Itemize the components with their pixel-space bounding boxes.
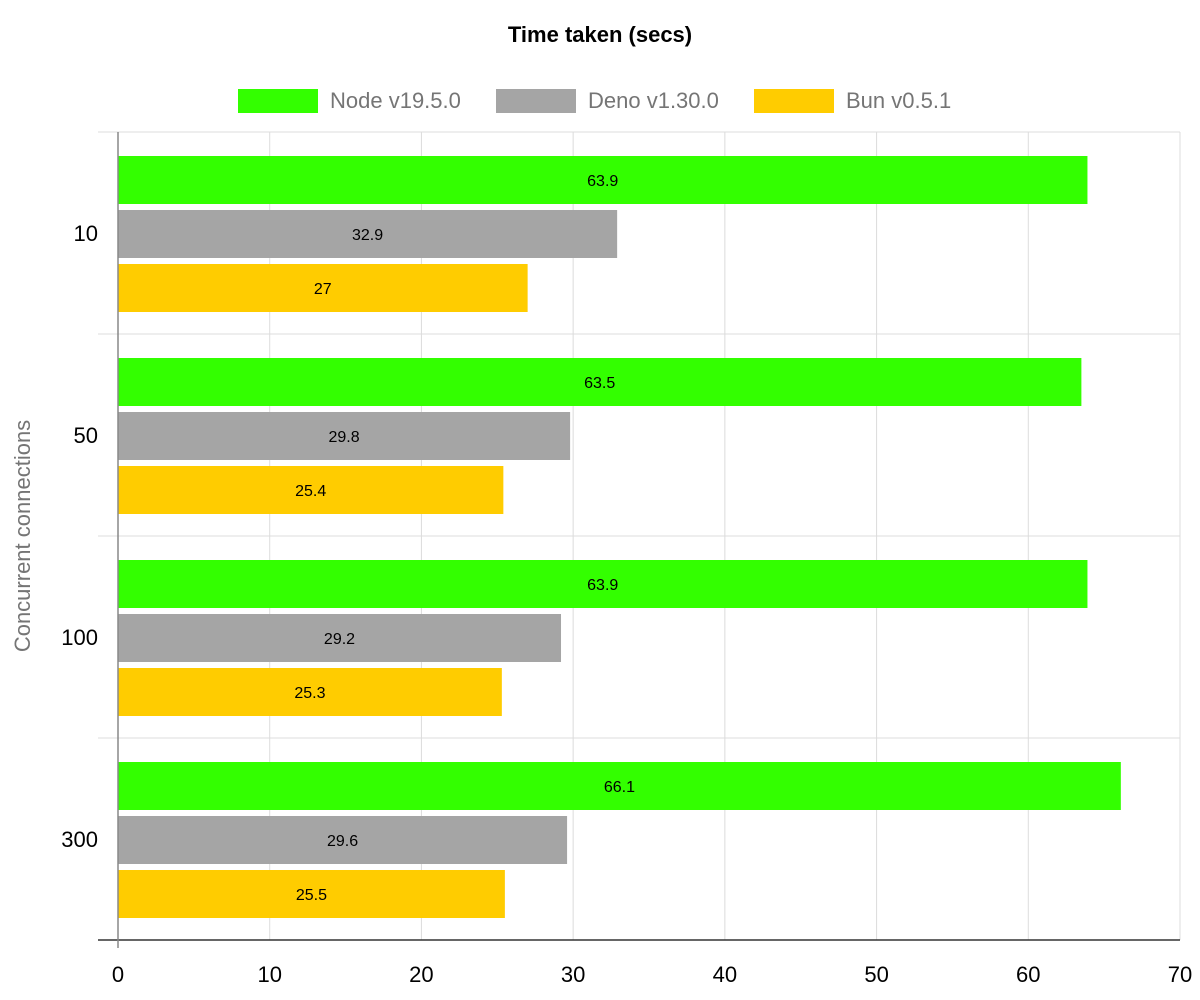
- y-tick-label: 50: [74, 423, 98, 448]
- bar-data-label: 29.2: [324, 631, 355, 648]
- bar-data-label: 63.9: [587, 577, 618, 594]
- bar: [118, 210, 618, 258]
- bars: 63.9 32.9 27 63.5 29.8 25.4 63.9 29.2 25.3 66.1 29…: [118, 156, 1121, 918]
- x-axis: 0 10 20 30 40 50 60 70: [98, 939, 1192, 987]
- x-tick-label: 30: [561, 962, 585, 987]
- bar: [118, 668, 502, 716]
- x-tick-label: 20: [409, 962, 433, 987]
- x-tick-label: 70: [1168, 962, 1192, 987]
- x-tick-label: 40: [713, 962, 737, 987]
- bar: [118, 816, 568, 864]
- bar-data-label: 29.8: [328, 429, 359, 446]
- bar-data-label: 27: [314, 281, 332, 298]
- legend-swatch: [238, 89, 318, 113]
- bar-data-label: 25.3: [294, 685, 325, 702]
- bar: [118, 466, 504, 514]
- bar: [118, 614, 562, 662]
- legend-label: Bun v0.5.1: [846, 88, 951, 113]
- y-tick-label: 300: [61, 827, 98, 852]
- bar-data-label: 32.9: [352, 227, 383, 244]
- legend: Node v19.5.0 Deno v1.30.0 Bun v0.5.1: [238, 88, 951, 113]
- x-tick-label: 50: [864, 962, 888, 987]
- y-axis: 10 50 100 300: [61, 132, 119, 948]
- bar-data-label: 63.5: [584, 375, 615, 392]
- y-tick-label: 100: [61, 625, 98, 650]
- bar: [118, 412, 571, 460]
- x-tick-label: 60: [1016, 962, 1040, 987]
- y-tick-label: 10: [74, 221, 98, 246]
- y-axis-title: Concurrent connections: [10, 420, 35, 652]
- bar: [118, 358, 1082, 406]
- bar-data-label: 66.1: [604, 779, 635, 796]
- chart-title: Time taken (secs): [508, 22, 692, 47]
- legend-label: Deno v1.30.0: [588, 88, 719, 113]
- bar-data-label: 25.4: [295, 483, 326, 500]
- x-tick-label: 0: [112, 962, 124, 987]
- legend-swatch: [496, 89, 576, 113]
- x-tick-label: 10: [257, 962, 281, 987]
- bar: [118, 156, 1088, 204]
- bar: [118, 762, 1121, 810]
- bar: [118, 870, 505, 918]
- legend-label: Node v19.5.0: [330, 88, 461, 113]
- bar-data-label: 63.9: [587, 173, 618, 190]
- bar-data-label: 29.6: [327, 833, 358, 850]
- bar: [118, 264, 528, 312]
- bar-data-label: 25.5: [296, 887, 327, 904]
- legend-swatch: [754, 89, 834, 113]
- bar: [118, 560, 1088, 608]
